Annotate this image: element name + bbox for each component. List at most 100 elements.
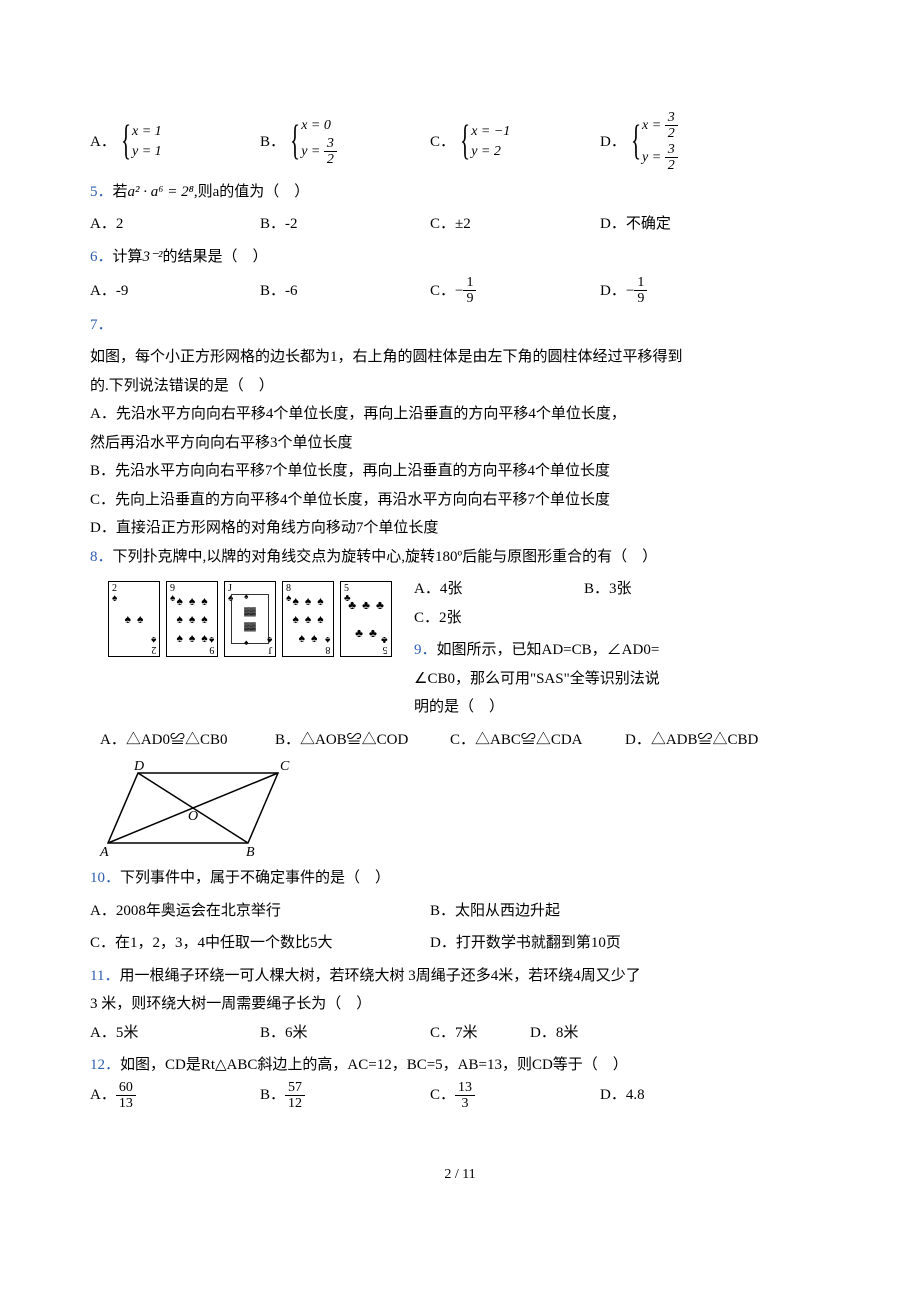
opt-label: C． (430, 128, 455, 157)
eq-prefix: y = (642, 150, 665, 165)
q5-opt-d: D．不确定 (600, 210, 770, 239)
q10-options-row1: A．2008年奥运会在北京举行 B．太阳从西边升起 (90, 897, 830, 926)
q12-opt-b: B． 5712 (260, 1080, 430, 1112)
q12-opt-a: A． 6013 (90, 1080, 260, 1112)
q10-opt-a: A．2008年奥运会在北京举行 (90, 897, 430, 926)
q8-right-text: A．4张 B．3张 C．2张 9．如图所示，已知AD=CB，∠AD0= ∠CB0… (402, 575, 830, 722)
q11-opt-c: C．7米 (430, 1019, 530, 1048)
q5-options: A．2 B．-2 C．±2 D．不确定 (90, 210, 830, 239)
eq-x: x = −1 (471, 122, 510, 142)
stem-text: 若 (113, 178, 128, 207)
q12-opt-c: C． 133 (430, 1080, 600, 1112)
question-number: 8． (90, 543, 113, 572)
sign: − (455, 277, 463, 306)
frac-num: 60 (116, 1080, 136, 1096)
q4-opt-c: C． { x = −1 y = 2 (430, 122, 600, 161)
q9-opt-c: C．△ABC≌△CDA (450, 726, 625, 755)
q9-opt-a: A．△AD0≌△CB0 (100, 726, 275, 755)
brace-icon: { (121, 127, 131, 156)
q9-opt-b: B．△AOB≌△COD (275, 726, 450, 755)
card-rank: J (228, 583, 232, 594)
stem-math: 3⁻² (143, 243, 163, 272)
opt-label: D． (600, 128, 626, 157)
frac-num: 3 (665, 142, 678, 158)
q6-opt-b: B．-6 (260, 277, 430, 306)
vertex-a: A (99, 845, 109, 858)
q8-body: 2♠ ♠♠ 2♠ 9♠ ♠♠♠♠♠♠♠♠♠ 9♠ J♠ ♠▓▓▓▓♠ J♠ 8♠… (90, 575, 830, 722)
q4-opt-a: A． { x = 1 y = 1 (90, 122, 260, 161)
frac-num: 3 (324, 136, 337, 152)
q10-stem: 10． 下列事件中，属于不确定事件的是（ ） (90, 864, 830, 893)
question-number: 9． (414, 642, 437, 658)
card-8-spades: 8♠ ♠♠♠♠♠♠♠♠ 8♠ (282, 581, 334, 657)
frac-den: 13 (116, 1096, 136, 1111)
card-rank: 5 (383, 644, 388, 655)
q11-opt-a: A．5米 (90, 1019, 260, 1048)
q11-stem-line1: 11．用一根绳子环绕一可人棵大树，若环绕大树 3周绳子还多4米，若环绕4周又少了 (90, 962, 830, 991)
q8-stem: 8． 下列扑克牌中,以牌的对角线交点为旋转中心,旋转180º后能与原图形重合的有… (90, 543, 830, 572)
equation-system: { x = 0 y = 32 (285, 116, 337, 167)
eq-y: y = 32 (301, 136, 337, 168)
frac-num: 13 (455, 1080, 475, 1096)
eq-prefix: y = (301, 144, 324, 159)
question-number: 7． (90, 311, 113, 340)
q6-opt-a: A．-9 (90, 277, 260, 306)
question-number: 5． (90, 178, 113, 207)
eq-y: y = 2 (471, 142, 510, 162)
card-9-spades: 9♠ ♠♠♠♠♠♠♠♠♠ 9♠ (166, 581, 218, 657)
eq-x: x = 32 (642, 110, 678, 142)
equation-system: { x = −1 y = 2 (455, 122, 510, 161)
frac-num: 57 (285, 1080, 305, 1096)
frac-num: 1 (463, 275, 476, 291)
stem-math: a² · a⁶ = 2⁸ (128, 178, 194, 207)
q12-options: A． 6013 B． 5712 C． 133 D．4.8 (90, 1080, 830, 1112)
q5-opt-b: B．-2 (260, 210, 430, 239)
question-number: 12． (90, 1057, 120, 1073)
q10-opt-b: B．太阳从西边升起 (430, 897, 770, 926)
card-rank: J (268, 644, 272, 655)
q7-opt-d: D．直接沿正方形网格的对角线方向移动7个单位长度 (90, 514, 830, 543)
opt-label: C． (430, 277, 455, 306)
sign: − (626, 277, 634, 306)
q11-stem-line2: 3 米，则环绕大树一周需要绳子长为（ ） (90, 990, 830, 1019)
vertex-d: D (133, 759, 144, 774)
frac-num: 1 (634, 275, 647, 291)
q6-opt-c: C． − 19 (430, 275, 600, 307)
q7-stem-line2: 的.下列说法错误的是（ ） (90, 372, 830, 401)
frac-den: 3 (459, 1096, 472, 1111)
question-number: 6． (90, 243, 113, 272)
q4-opt-b: B． { x = 0 y = 32 (260, 116, 430, 167)
opt-label: A． (90, 128, 116, 157)
equation-system: { x = 32 y = 32 (626, 110, 678, 174)
q5-stem: 5． 若 a² · a⁶ = 2⁸ ,则a的值为（ ） (90, 178, 830, 207)
page-footer: 2 / 11 (90, 1162, 830, 1189)
q10-options-row2: C．在1，2，3，4中任取一个数比5大 D．打开数学书就翻到第10页 (90, 929, 830, 958)
q6-stem: 6． 计算 3⁻² 的结果是（ ） (90, 243, 830, 272)
q12-stem: 12．如图，CD是Rt△ABC斜边上的高，AC=12，BC=5，AB=13，则C… (90, 1051, 830, 1080)
q11-options: A．5米 B．6米 C．7米 D．8米 (90, 1019, 830, 1048)
stem-text: 的结果是（ ） (162, 243, 267, 272)
cards-figure: 2♠ ♠♠ 2♠ 9♠ ♠♠♠♠♠♠♠♠♠ 9♠ J♠ ♠▓▓▓▓♠ J♠ 8♠… (108, 581, 392, 657)
q6-opt-d: D． − 19 (600, 275, 770, 307)
opt-label: C． (430, 1081, 455, 1110)
q9-options: A．△AD0≌△CB0 B．△AOB≌△COD C．△ABC≌△CDA D．△A… (90, 726, 830, 755)
frac-den: 9 (463, 291, 476, 306)
card-rank: 2 (151, 644, 156, 655)
brace-icon: { (460, 127, 470, 156)
stem-text: 下列事件中，属于不确定事件的是（ ） (120, 864, 390, 893)
q7-stem-line1: 如图，每个小正方形网格的边长都为1，右上角的圆柱体是由左下角的圆柱体经过平移得到 (90, 343, 830, 372)
opt-label: B． (260, 128, 285, 157)
opt-label: A． (90, 1081, 116, 1110)
q8-opt-a: A．4张 (414, 575, 584, 604)
frac-den: 2 (665, 126, 678, 141)
q5-opt-c: C．±2 (430, 210, 600, 239)
eq-prefix: x = (642, 118, 665, 133)
frac-den: 9 (634, 291, 647, 306)
stem-text: ,则a的值为（ ） (194, 178, 309, 207)
q7-opt-b: B．先沿水平方向向右平移7个单位长度，再向上沿垂直的方向平移4个单位长度 (90, 457, 830, 486)
opt-label: B． (260, 1081, 285, 1110)
q4-options: A． { x = 1 y = 1 B． { x = 0 y = 32 (90, 110, 830, 174)
eq-y: y = 32 (642, 142, 678, 174)
q9-stem-line2: ∠CB0，那么可用"SAS"全等识别法说 (414, 665, 830, 694)
q10-opt-c: C．在1，2，3，4中任取一个数比5大 (90, 929, 430, 958)
